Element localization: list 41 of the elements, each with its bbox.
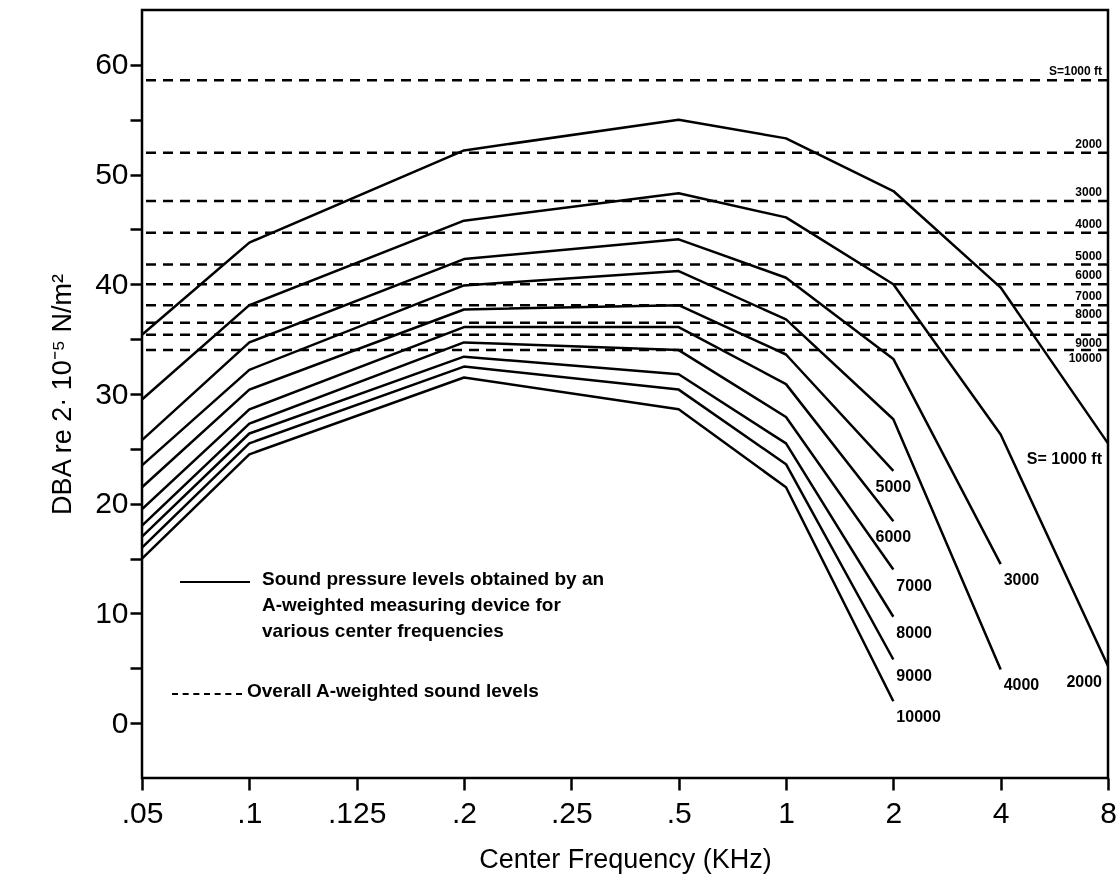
x-tick-label: .2: [451, 795, 478, 829]
x-tick-label: 4: [992, 795, 1010, 829]
series-label: 3000: [1003, 571, 1040, 589]
x-tick-label: .5: [666, 795, 692, 829]
annotation: 4000: [1075, 216, 1103, 231]
series-label: 6000: [875, 528, 912, 546]
annotation: 5000: [1075, 248, 1103, 263]
annotation: 2000: [1075, 136, 1103, 151]
series-label: 9000: [896, 666, 933, 684]
y-tick-label: 60: [95, 47, 129, 81]
y-tick-label: 30: [95, 376, 129, 410]
x-tick-label: 1: [778, 795, 795, 829]
x-axis-title: Center Frequency (KHz): [479, 843, 772, 874]
annotation: 6000: [1075, 268, 1103, 283]
series-label: S= 1000 ft: [1026, 450, 1103, 468]
x-tick-label: .05: [121, 795, 164, 829]
y-tick-label: 50: [95, 157, 129, 191]
y-tick-label: 20: [95, 486, 129, 520]
annotation: Overall A-weighted sound levels: [247, 680, 539, 701]
x-tick-label: .1: [237, 795, 263, 829]
annotation: Sound pressure levels obtained by an A-weighted measuring device for various center frequencies: [262, 568, 605, 641]
annotation: 7000: [1075, 289, 1103, 304]
series-label: 5000: [875, 477, 912, 495]
annotation: 9000: [1075, 335, 1103, 350]
y-tick-label: 0: [111, 705, 129, 739]
series-label: 2000: [1066, 673, 1103, 691]
x-tick-label: .125: [327, 795, 387, 829]
y-tick-label: 10: [95, 595, 129, 629]
annotation: 3000: [1075, 184, 1103, 199]
y-tick-label: 40: [95, 266, 129, 300]
series-label: 8000: [896, 623, 933, 641]
series-label: 7000: [896, 576, 933, 594]
y-axis-title: DBA re 2· 10⁻⁵ N/m²: [47, 274, 78, 515]
annotation: 8000: [1075, 306, 1103, 321]
series-label: 4000: [1003, 676, 1040, 694]
annotation: 10000: [1068, 351, 1103, 366]
x-tick-label: 8: [1100, 795, 1117, 829]
x-tick-label: .25: [550, 795, 593, 829]
annotation: S=1000 ft: [1048, 64, 1102, 79]
x-tick-label: 2: [885, 795, 903, 829]
series-label: 10000: [896, 708, 941, 726]
